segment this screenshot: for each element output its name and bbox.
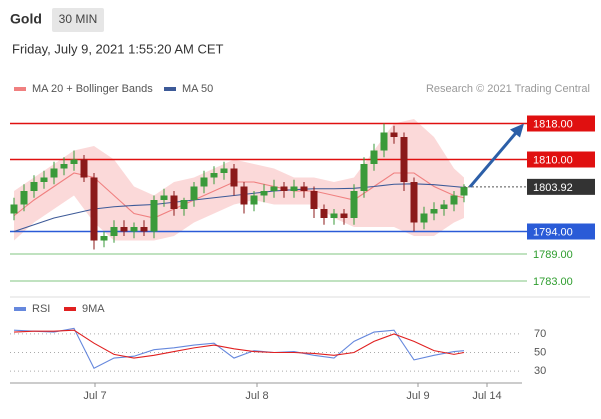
legend-label: RSI xyxy=(32,303,50,315)
level-label-box xyxy=(527,223,595,240)
candle-body xyxy=(110,227,118,236)
last-price-box xyxy=(527,178,595,195)
candle-body xyxy=(130,227,138,232)
candle-body xyxy=(290,186,298,191)
candle-body xyxy=(170,195,178,209)
legend-label: MA 20 + Bollinger Bands xyxy=(32,83,153,95)
legend-swatch xyxy=(14,87,26,91)
legend-label: MA 50 xyxy=(182,83,213,95)
candle-body xyxy=(250,195,258,205)
level-label: 1783.00 xyxy=(533,276,573,288)
candle-body xyxy=(220,168,228,173)
level-label: 1789.00 xyxy=(533,249,573,261)
candle-body xyxy=(300,186,308,191)
candle-body xyxy=(20,191,28,205)
y-tick-label: 70 xyxy=(534,328,546,340)
candle-body xyxy=(310,191,318,209)
candle-body xyxy=(370,150,378,164)
candle-body xyxy=(240,186,248,205)
credit: Research © 2021 Trading Central xyxy=(426,83,590,95)
candle-body xyxy=(330,213,338,218)
level-label: 1818.00 xyxy=(533,118,573,130)
candle-body xyxy=(280,186,288,191)
candle-body xyxy=(400,137,408,182)
arrow-head xyxy=(510,123,524,138)
last-price-label: 1803.92 xyxy=(533,182,573,194)
timeframe-tab[interactable] xyxy=(52,8,104,32)
level-label: 1810.00 xyxy=(533,154,573,166)
candle-body xyxy=(120,227,128,232)
x-tick-label: Jul 9 xyxy=(406,390,429,402)
x-tick-label: Jul 14 xyxy=(472,390,501,402)
candle-body xyxy=(410,182,418,223)
candle-body xyxy=(270,186,278,191)
candle-body xyxy=(90,177,98,241)
candle-body xyxy=(70,159,78,164)
legend-swatch xyxy=(164,87,176,91)
level-label: 1794.00 xyxy=(533,226,573,238)
candle-body xyxy=(350,191,358,218)
candle-body xyxy=(380,132,388,151)
candle-body xyxy=(230,168,238,187)
timeframe-label[interactable]: 30 MIN xyxy=(59,12,98,26)
candle-body xyxy=(80,159,88,178)
candle-body xyxy=(100,236,108,241)
legend-swatch xyxy=(64,307,76,311)
candle-body xyxy=(140,227,148,232)
candle-body xyxy=(200,177,208,187)
projection-arrow xyxy=(468,129,520,188)
candle-body xyxy=(60,164,68,169)
level-label-box xyxy=(527,151,595,168)
y-tick-label: 30 xyxy=(534,365,546,377)
candle-body xyxy=(160,195,168,200)
candle-body xyxy=(450,195,458,205)
candle-body xyxy=(30,182,38,191)
x-tick-label: Jul 7 xyxy=(83,390,106,402)
candle-body xyxy=(150,200,158,232)
candle-body xyxy=(260,191,268,196)
x-tick-label: Jul 8 xyxy=(245,390,268,402)
y-tick-label: 50 xyxy=(534,346,546,358)
candle-body xyxy=(180,200,188,209)
candle-body xyxy=(210,173,218,178)
candle-body xyxy=(360,164,368,191)
candle-body xyxy=(190,186,198,200)
candle-body xyxy=(40,177,48,182)
rsi-line xyxy=(13,329,465,359)
level-label-box xyxy=(527,115,595,132)
candle-body xyxy=(50,168,58,178)
candle-body xyxy=(320,209,328,218)
legend-label: 9MA xyxy=(82,303,105,315)
candle-body xyxy=(340,213,348,218)
date: Friday, July 9, 2021 1:55:20 AM CET xyxy=(12,41,224,56)
candle-body xyxy=(430,209,438,214)
candle-body xyxy=(440,204,448,209)
candle-body xyxy=(460,186,468,196)
candle-body xyxy=(390,132,398,137)
candle-body xyxy=(420,213,428,223)
legend-swatch xyxy=(14,307,26,311)
instrument-title: Gold xyxy=(10,11,42,27)
candle-body xyxy=(10,204,18,214)
